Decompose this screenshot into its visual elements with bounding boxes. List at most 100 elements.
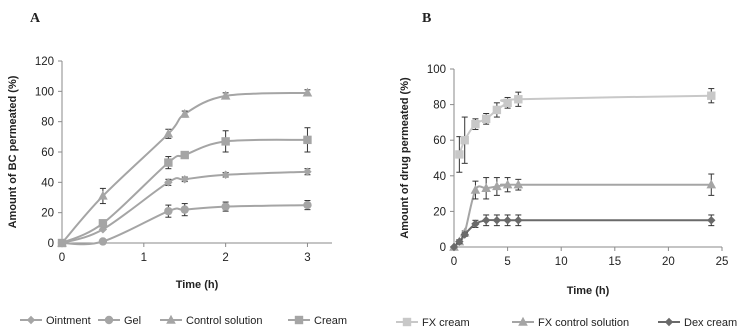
x-tick-label: 0 [59, 252, 65, 264]
series-dex-cream [449, 214, 716, 252]
data-point [221, 202, 230, 211]
data-point [180, 175, 189, 184]
data-point [514, 95, 523, 104]
legend-label: Control solution [186, 315, 262, 327]
legend-item: Cream [288, 315, 347, 327]
legend-item: Control solution [160, 314, 262, 327]
data-point [455, 150, 464, 159]
legend-label: Cream [314, 315, 347, 327]
data-point [98, 190, 108, 200]
panel-a: A 0 20 40 60 80 100 120 0 1 2 3 Time (h) Amount of BC… [7, 11, 347, 327]
data-point [460, 136, 469, 145]
legend-label: FX control solution [538, 317, 629, 329]
legend-label: Ointment [46, 315, 91, 327]
legend-marker [518, 316, 528, 326]
y-tick-label: 20 [41, 208, 54, 220]
legend-item: Dex cream [658, 317, 737, 329]
panel-label: B [422, 11, 431, 26]
data-point [98, 219, 108, 228]
x-tick-label: 20 [662, 256, 675, 268]
series-fx-cream [455, 88, 716, 173]
y-axis-title: Amount of BC permeated (%) [7, 75, 19, 228]
data-point [706, 179, 717, 189]
data-point [492, 216, 502, 225]
data-point [220, 90, 231, 100]
y-tick-label: 40 [41, 177, 54, 189]
series-ointment [57, 167, 312, 248]
data-point [449, 242, 459, 252]
data-point [492, 105, 502, 115]
x-tick-label: 15 [608, 256, 621, 268]
data-point [180, 150, 189, 160]
y-tick-label: 80 [41, 117, 54, 129]
data-point [163, 128, 174, 138]
data-point [502, 179, 513, 189]
legend-marker [104, 315, 114, 325]
y-tick-label: 100 [35, 86, 54, 98]
legend-label: Dex cream [684, 317, 737, 329]
data-point [481, 183, 491, 192]
legend-marker [166, 314, 176, 324]
panel-b: B 0 20 40 60 80 100 0 5 10 15 20 25 Time (h) Amount of… [396, 11, 737, 329]
data-point [57, 238, 67, 248]
legend-marker [402, 317, 412, 327]
y-tick-label: 0 [48, 238, 54, 250]
legend-label: FX cream [422, 317, 470, 329]
series-control-solution [57, 87, 313, 247]
data-point [98, 237, 108, 246]
legend-item: Gel [98, 315, 141, 327]
y-tick-label: 20 [433, 206, 446, 218]
data-point [481, 216, 491, 225]
data-point [180, 205, 189, 214]
y-tick-label: 120 [35, 56, 54, 68]
x-tick-label: 10 [555, 256, 568, 268]
data-point [503, 216, 512, 225]
data-point [707, 91, 716, 100]
series-gel [57, 200, 312, 248]
y-tick-label: 40 [433, 171, 446, 183]
data-point [164, 206, 173, 216]
data-point [303, 167, 312, 176]
legend-marker [294, 315, 304, 325]
x-tick-label: 1 [141, 252, 147, 264]
legend-item: FX cream [396, 317, 470, 329]
x-axis-title: Time (h) [176, 279, 219, 291]
legend-marker [664, 317, 674, 327]
data-point [471, 219, 480, 229]
series-line [453, 219, 712, 248]
series-fx-control-solution [449, 173, 717, 251]
x-tick-label: 3 [304, 252, 310, 264]
panel-label: A [30, 11, 41, 26]
y-tick-label: 60 [41, 147, 54, 159]
data-point [503, 98, 512, 108]
data-point [492, 181, 502, 191]
y-tick-label: 100 [427, 64, 446, 76]
legend-item: FX control solution [512, 316, 629, 329]
series-cream [57, 127, 312, 248]
data-point [460, 230, 469, 239]
series-line [453, 183, 712, 248]
legend-label: Gel [124, 315, 141, 327]
data-point [514, 216, 523, 225]
y-tick-label: 80 [433, 100, 446, 112]
data-point [455, 237, 464, 246]
data-point [513, 179, 524, 189]
data-point [707, 216, 716, 225]
legend-item: Ointment [20, 315, 91, 327]
data-point [470, 184, 481, 194]
data-point [221, 170, 230, 179]
data-point [179, 108, 190, 118]
legend-marker [26, 315, 36, 325]
data-point [471, 119, 480, 129]
x-axis-title: Time (h) [567, 285, 610, 297]
data-point [164, 158, 173, 167]
x-tick-label: 0 [451, 256, 457, 268]
x-tick-label: 2 [222, 252, 228, 264]
x-tick-label: 5 [504, 256, 510, 268]
data-point [303, 200, 312, 210]
y-tick-label: 60 [433, 135, 446, 147]
data-point [302, 87, 313, 97]
y-tick-label: 0 [440, 242, 446, 254]
data-point [303, 135, 312, 145]
